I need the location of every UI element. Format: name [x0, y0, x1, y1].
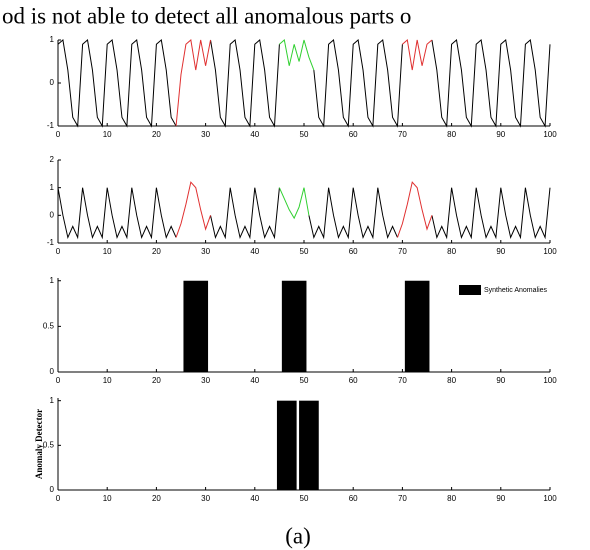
series-line [278, 187, 310, 220]
x-tick-label: 40 [250, 130, 259, 139]
x-tick-label: 60 [349, 247, 358, 256]
series-line [279, 39, 315, 71]
series-line [210, 187, 280, 240]
x-tick-label: 60 [349, 376, 358, 385]
series-line [431, 187, 551, 240]
x-tick-label: 100 [543, 494, 557, 503]
x-tick-label: 40 [250, 494, 259, 503]
x-tick-label: 30 [201, 130, 210, 139]
y-tick-label: -1 [47, 238, 55, 247]
x-tick-label: 40 [250, 247, 259, 256]
x-tick-label: 70 [398, 494, 407, 503]
y-axis-label: Anomaly Detector [34, 409, 44, 479]
x-tick-label: 20 [152, 247, 161, 256]
series-line [57, 39, 177, 128]
x-tick-label: 90 [496, 247, 505, 256]
x-tick-label: 10 [103, 247, 112, 256]
y-tick-label: 0 [50, 485, 55, 494]
x-tick-label: 30 [201, 247, 210, 256]
x-tick-label: 70 [398, 130, 407, 139]
bar [183, 280, 209, 372]
y-tick-label: 0.5 [43, 440, 55, 449]
x-tick-label: 10 [103, 130, 112, 139]
y-tick-label: -1 [47, 121, 55, 130]
bar [404, 280, 430, 372]
y-tick-label: 0.5 [43, 321, 55, 330]
series-line [210, 39, 280, 128]
x-tick-label: 80 [447, 376, 456, 385]
x-tick-label: 90 [496, 376, 505, 385]
x-tick-label: 20 [152, 130, 161, 139]
x-tick-label: 50 [300, 494, 309, 503]
x-tick-label: 50 [300, 247, 309, 256]
series-line [175, 181, 211, 238]
x-tick-label: 60 [349, 494, 358, 503]
x-tick-label: 20 [152, 494, 161, 503]
series-line [402, 39, 433, 71]
x-tick-label: 50 [300, 376, 309, 385]
series-line [397, 181, 433, 238]
x-tick-label: 10 [103, 376, 112, 385]
series-line [57, 187, 177, 240]
x-tick-label: 0 [56, 130, 61, 139]
series-line [431, 39, 551, 128]
x-tick-label: 30 [201, 376, 210, 385]
x-tick-label: 50 [300, 130, 309, 139]
y-tick-label: 0 [50, 210, 55, 219]
x-tick-label: 30 [201, 494, 210, 503]
caption: (a) [285, 523, 311, 548]
x-tick-label: 100 [543, 376, 557, 385]
x-tick-label: 80 [447, 494, 456, 503]
x-tick-label: 100 [543, 130, 557, 139]
x-tick-label: 90 [496, 130, 505, 139]
x-tick-label: 40 [250, 376, 259, 385]
series-line [175, 39, 212, 127]
y-tick-label: 1 [50, 396, 55, 405]
bar [281, 280, 307, 372]
series-line [308, 187, 398, 240]
x-tick-label: 0 [56, 376, 61, 385]
bar [276, 400, 297, 490]
x-tick-label: 20 [152, 376, 161, 385]
x-tick-label: 100 [543, 247, 557, 256]
header-text: od is not able to detect all anomalous p… [2, 3, 411, 28]
x-tick-label: 70 [398, 247, 407, 256]
bar [299, 400, 319, 490]
x-tick-label: 0 [56, 247, 61, 256]
y-tick-label: 1 [50, 276, 55, 285]
y-tick-label: 1 [50, 183, 55, 192]
x-tick-label: 90 [496, 494, 505, 503]
series-line [313, 39, 403, 128]
x-tick-label: 10 [103, 494, 112, 503]
x-tick-label: 80 [447, 130, 456, 139]
x-tick-label: 60 [349, 130, 358, 139]
y-tick-label: 1 [50, 35, 55, 44]
legend-label: Synthetic Anomalies [484, 287, 548, 294]
x-tick-label: 80 [447, 247, 456, 256]
y-tick-label: 0 [50, 367, 55, 376]
x-tick-label: 0 [56, 494, 61, 503]
y-tick-label: 0 [50, 78, 55, 87]
x-tick-label: 70 [398, 376, 407, 385]
legend-swatch [459, 285, 481, 295]
y-tick-label: 2 [50, 155, 55, 164]
